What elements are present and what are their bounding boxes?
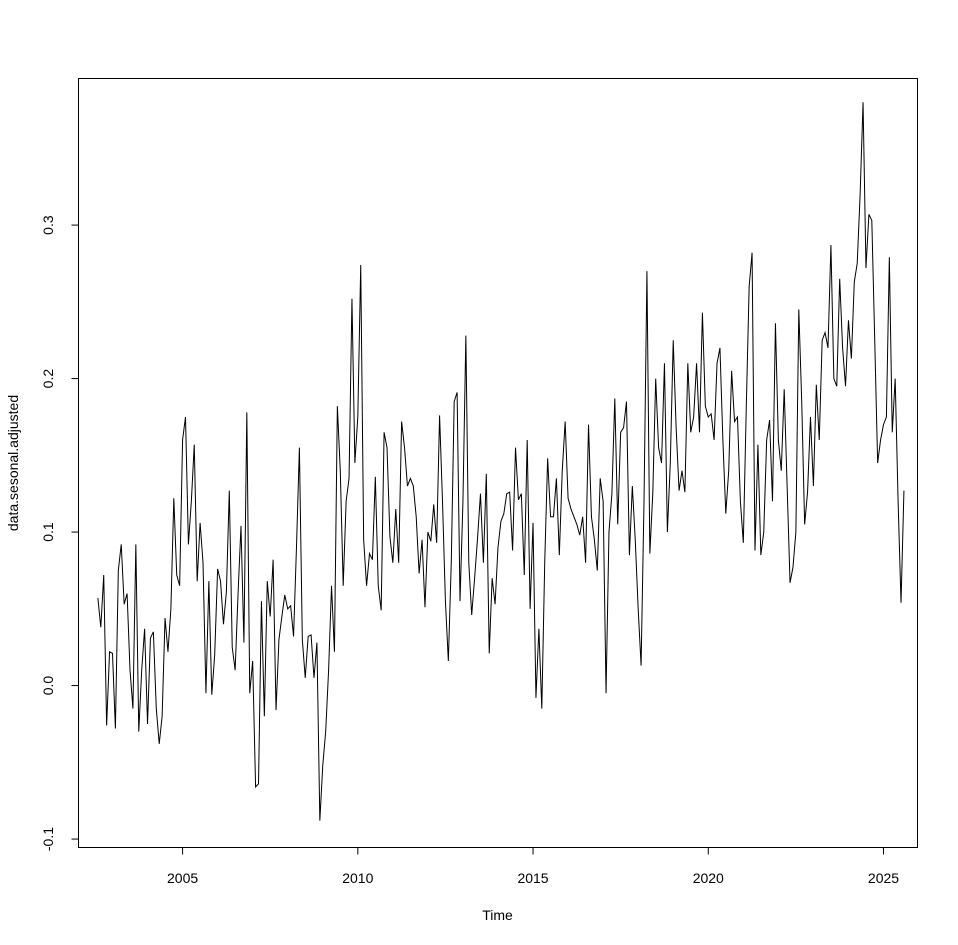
y-tick-label: 0.3 <box>40 215 56 235</box>
y-tick-label: 0.1 <box>40 522 56 542</box>
y-tick-label: 0.0 <box>40 676 56 696</box>
series-line <box>97 102 905 821</box>
x-tick-label: 2010 <box>342 870 373 886</box>
x-tick-label: 2025 <box>868 870 899 886</box>
y-axis: -0.1 0.0 0.1 0.2 0.3 <box>40 215 79 851</box>
plot-box <box>78 78 918 848</box>
x-tick-label: 2020 <box>693 870 724 886</box>
y-axis-title: data.sesonal.adjusted <box>5 395 21 531</box>
x-axis: 2005 2010 2015 2020 2025 <box>167 847 899 886</box>
y-tick-label: 0.2 <box>40 369 56 389</box>
x-axis-title: Time <box>482 907 513 923</box>
y-tick-label: -0.1 <box>40 827 56 851</box>
x-tick-label: 2015 <box>517 870 548 886</box>
x-tick-label: 2005 <box>167 870 198 886</box>
